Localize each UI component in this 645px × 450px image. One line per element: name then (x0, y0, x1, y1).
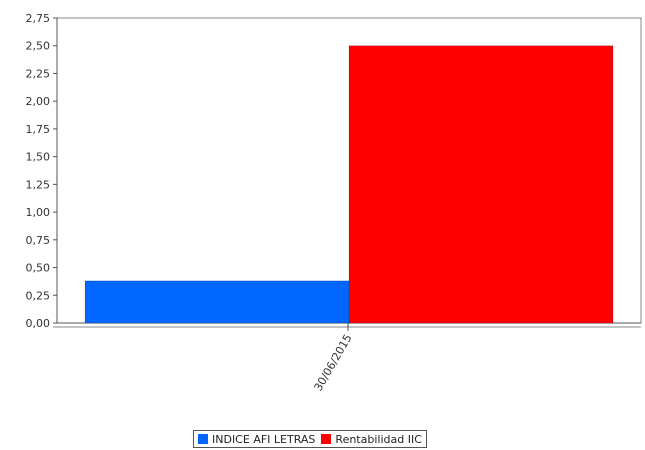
y-tick-label: 1,75 (26, 123, 51, 136)
legend: INDICE AFI LETRAS Rentabilidad IIC (193, 430, 427, 448)
bars (84, 45, 614, 324)
bar-rentabilidad-iic (348, 45, 614, 324)
y-tick-label: 0,50 (26, 262, 51, 275)
x-axis: 30/06/2015 (53, 322, 641, 393)
y-tick-label: 1,25 (26, 178, 51, 191)
y-tick-label: 1,50 (26, 151, 51, 164)
legend-swatch-blue (198, 434, 208, 444)
y-tick-label: 2,50 (26, 40, 51, 53)
legend-label: INDICE AFI LETRAS (212, 432, 316, 446)
legend-label: Rentabilidad IIC (335, 432, 422, 446)
legend-item-indice-afi-letras: INDICE AFI LETRAS (198, 433, 315, 446)
y-tick-label: 0,75 (26, 234, 51, 247)
legend-swatch-red (321, 434, 332, 444)
legend-item-rentabilidad-iic: Rentabilidad IIC (321, 432, 422, 446)
x-tick-label: 30/06/2015 (312, 332, 355, 393)
y-tick-label: 1,00 (26, 206, 51, 219)
y-tick-label: 2,25 (26, 67, 51, 80)
y-tick-label: 2,75 (26, 12, 51, 25)
y-axis: 0,00 0,25 0,50 0,75 1,00 1,25 1,50 1,75 2,00 2,25… (26, 12, 58, 330)
y-tick-label: 0,00 (26, 317, 51, 330)
y-tick-label: 0,25 (26, 289, 51, 302)
y-tick-label: 2,00 (26, 95, 51, 108)
bar-indice-afi-letras (84, 280, 350, 324)
